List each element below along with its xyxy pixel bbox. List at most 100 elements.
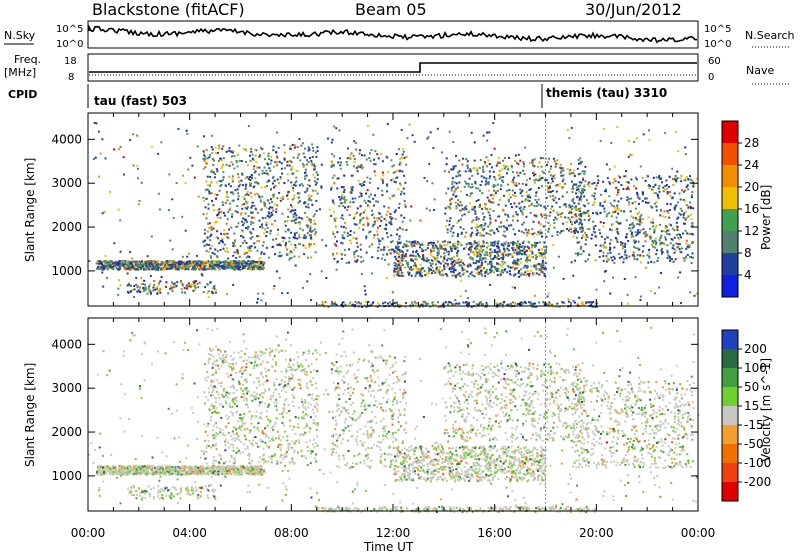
data-point (204, 155, 207, 158)
data-point (98, 260, 101, 262)
data-point (314, 168, 317, 171)
data-point (574, 221, 576, 224)
data-point (462, 301, 465, 304)
data-point (294, 222, 297, 224)
data-point (256, 235, 259, 238)
data-point (642, 133, 645, 136)
data-point (655, 205, 658, 208)
data-point (408, 254, 411, 257)
data-point (472, 251, 475, 254)
data-point (100, 266, 103, 269)
data-point (101, 268, 104, 271)
data-point (511, 286, 514, 289)
data-point (225, 266, 228, 269)
data-point (297, 221, 300, 224)
data-point (279, 244, 282, 247)
data-point (356, 245, 359, 248)
data-point (369, 200, 371, 203)
data-point (98, 267, 101, 270)
data-point (536, 255, 538, 258)
data-point (559, 163, 562, 166)
data-point (680, 251, 683, 254)
data-point (511, 242, 514, 245)
data-point (88, 260, 91, 263)
data-point (294, 234, 296, 237)
data-point (390, 241, 393, 244)
data-point (553, 160, 556, 163)
data-point (430, 242, 433, 245)
data-point (312, 223, 315, 226)
data-point (185, 284, 188, 287)
data-point (533, 174, 535, 177)
data-point (636, 247, 639, 250)
data-point (515, 213, 518, 216)
data-point (210, 228, 213, 231)
data-point (145, 268, 148, 271)
data-point (293, 196, 295, 199)
data-point (494, 178, 497, 181)
data-point (626, 199, 629, 202)
data-point (432, 256, 435, 259)
data-point (181, 291, 184, 294)
data-point (366, 124, 369, 127)
data-point (255, 261, 258, 263)
data-point (690, 178, 693, 181)
data-point (472, 167, 475, 170)
data-point (153, 279, 156, 282)
data-point (231, 191, 234, 194)
data-point (470, 249, 473, 252)
data-point (403, 174, 406, 177)
data-point (193, 284, 196, 287)
data-point (181, 284, 184, 287)
data-point (272, 196, 275, 199)
data-point (442, 274, 445, 277)
data-point (234, 240, 237, 243)
data-point (579, 207, 582, 210)
data-point (497, 269, 500, 272)
data-point (215, 236, 218, 239)
data-point (648, 256, 651, 259)
data-point (633, 140, 636, 143)
data-point (399, 269, 402, 272)
data-point (247, 265, 250, 268)
data-point (253, 262, 255, 264)
data-point (458, 204, 461, 207)
data-point (499, 302, 502, 305)
data-point (197, 286, 200, 289)
data-point (492, 271, 495, 274)
data-point (395, 258, 398, 261)
data-point (354, 213, 357, 215)
data-point (523, 273, 526, 276)
data-point (203, 154, 206, 157)
data-point (267, 155, 270, 157)
data-point (632, 224, 635, 227)
data-point (638, 223, 641, 226)
data-point (537, 165, 539, 168)
data-point (657, 197, 660, 200)
data-point (315, 181, 318, 184)
data-point (241, 235, 244, 238)
data-point (587, 202, 590, 205)
data-point (456, 235, 459, 238)
data-point (519, 268, 522, 271)
data-point (280, 254, 283, 257)
data-point (521, 249, 524, 252)
data-point (430, 254, 433, 257)
data-point (376, 153, 379, 156)
data-point (639, 254, 642, 257)
data-point (687, 246, 690, 249)
data-point (525, 253, 528, 256)
data-point (191, 268, 193, 271)
data-point (478, 240, 481, 243)
data-point (234, 260, 237, 263)
data-point (157, 268, 160, 271)
data-point (309, 227, 312, 230)
data-point (243, 261, 246, 263)
data-point (630, 215, 633, 218)
data-point (645, 201, 647, 204)
data-point (239, 183, 242, 186)
data-point (620, 243, 623, 246)
data-point (586, 228, 589, 230)
data-point (632, 235, 635, 238)
data-point (170, 286, 173, 289)
